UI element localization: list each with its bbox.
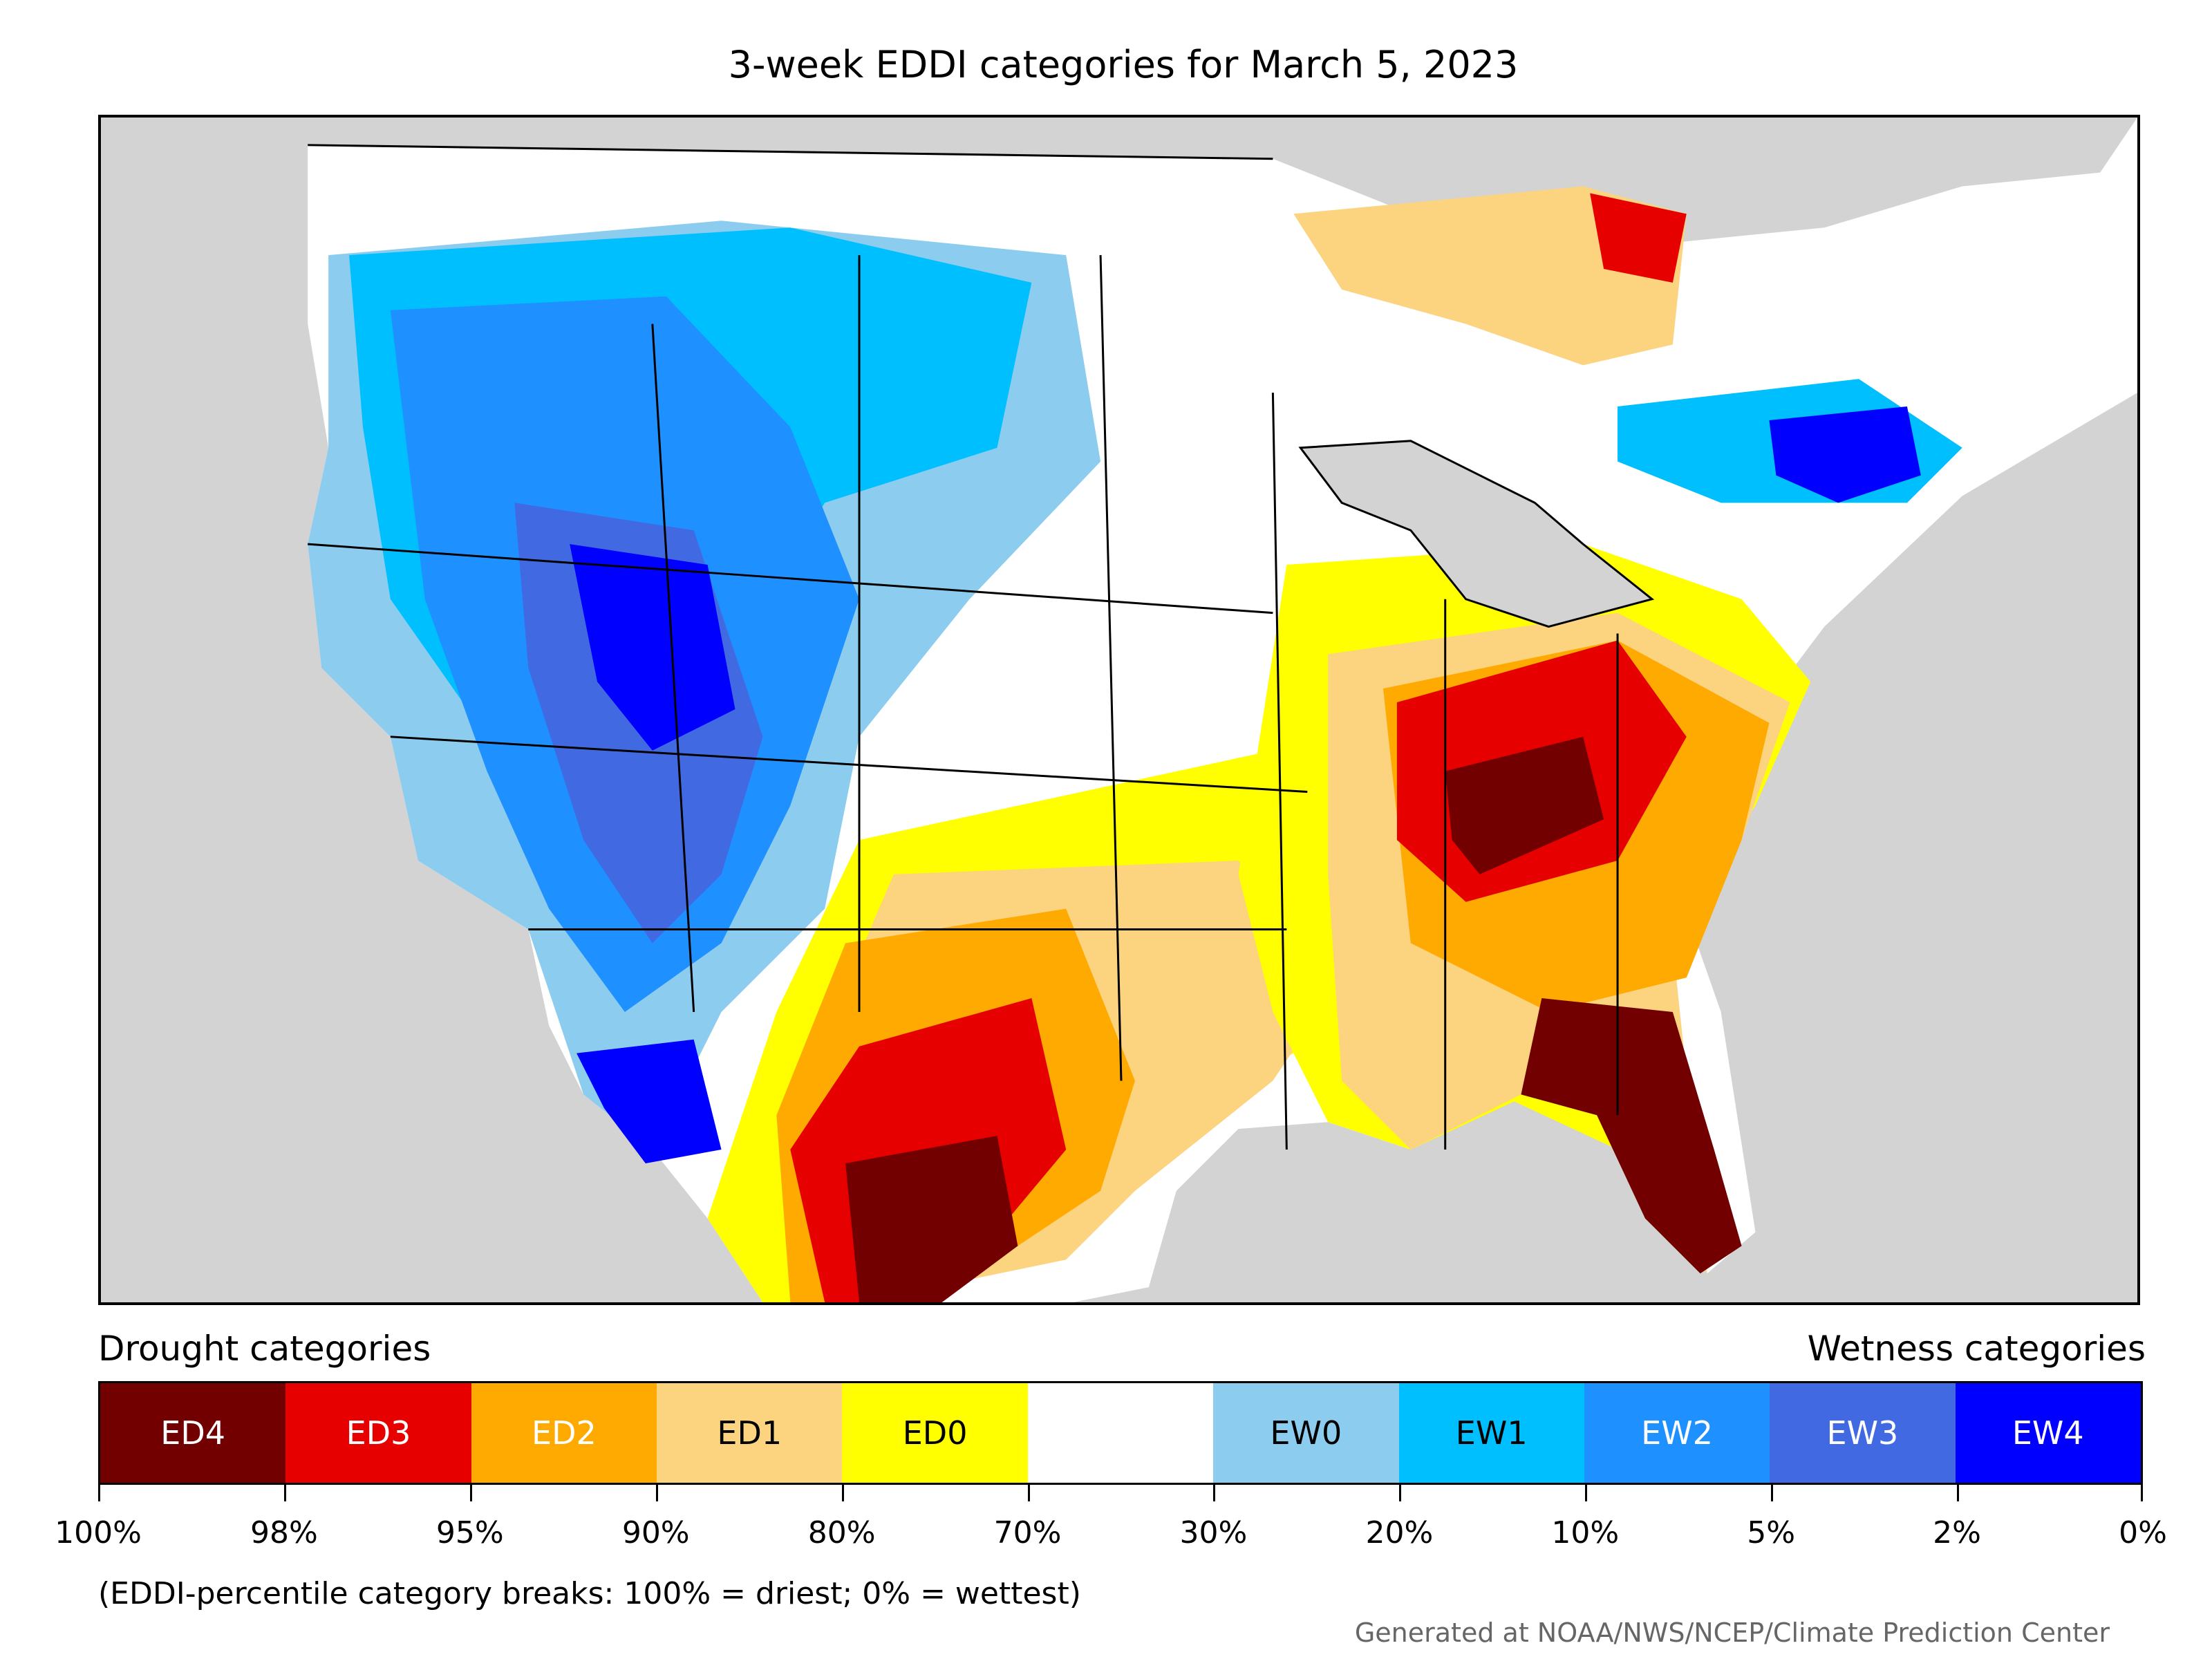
great-lakes	[1298, 440, 1655, 628]
credit-line: Generated at NOAA/NWS/NCEP/Climate Predi…	[1354, 1618, 2110, 1648]
colorbar-segment-ew4: EW4	[1955, 1383, 2141, 1483]
colorbar-segment-ew0: EW0	[1213, 1383, 1399, 1483]
colorbar-tick-label: 20%	[1365, 1515, 1434, 1550]
colorbar-segment-ew3: EW3	[1770, 1383, 1956, 1483]
colorbar-tick	[469, 1483, 472, 1501]
colorbar-tick	[283, 1483, 286, 1501]
colorbar-tick-label: 98%	[250, 1515, 318, 1550]
eddi-map-canvas	[308, 118, 2137, 1302]
colorbar-tick-label: 0%	[2119, 1515, 2167, 1550]
colorbar-tick	[1957, 1483, 1960, 1501]
colorbar-tick-label: 30%	[1179, 1515, 1248, 1550]
sw-wet-ew4	[577, 1039, 722, 1163]
colorbar-segment-ed0: ED0	[842, 1383, 1028, 1483]
colorbar-tick-label: 95%	[435, 1515, 504, 1550]
quebec-ed3	[1590, 193, 1687, 283]
west-wet-ew4	[570, 544, 735, 751]
colorbar-tick	[1771, 1483, 1774, 1501]
map-title: 3-week EDDI categories for March 5, 2023	[728, 43, 1519, 86]
colorbar-tick-label: 10%	[1551, 1515, 1620, 1550]
wetness-categories-heading: Wetness categories	[1807, 1329, 2146, 1369]
texas-ed4	[845, 1136, 1018, 1302]
colorbar-tick-label: 5%	[1747, 1515, 1796, 1550]
colorbar-tick	[841, 1483, 844, 1501]
colorbar-segment-ew2: EW2	[1584, 1383, 1770, 1483]
ohio-ed4	[1445, 736, 1604, 874]
state-boundaries	[308, 144, 1619, 1150]
category-colorbar: ED4 ED3 ED2 ED1 ED0 EW0 EW1 EW2 EW3 EW4	[98, 1381, 2143, 1485]
colorbar-tick	[98, 1483, 100, 1501]
category-breaks-note: (EDDI-percentile category breaks: 100% =…	[98, 1576, 1081, 1611]
colorbar-ticks	[98, 1483, 2143, 1503]
colorbar-tick-label: 100%	[55, 1515, 142, 1550]
colorbar-segment-ed1: ED1	[657, 1383, 843, 1483]
fl-ed4	[1521, 998, 1742, 1274]
colorbar-segment-ew1: EW1	[1398, 1383, 1584, 1483]
colorbar-tick	[655, 1483, 658, 1501]
colorbar-tick-label: 90%	[621, 1515, 690, 1550]
colorbar-tick-label: 80%	[807, 1515, 876, 1550]
quebec-ed1	[1293, 186, 1687, 366]
colorbar-tick	[1213, 1483, 1216, 1501]
colorbar-tick	[2141, 1483, 2143, 1501]
drought-categories-heading: Drought categories	[98, 1329, 431, 1369]
colorbar-tick	[1399, 1483, 1402, 1501]
colorbar-segment-neutral	[1027, 1383, 1214, 1483]
colorbar-tick-label: 2%	[1933, 1515, 1981, 1550]
colorbar-tick-label: 70%	[993, 1515, 1062, 1550]
colorbar-segment-ed3: ED3	[285, 1383, 471, 1483]
ne-wet-ew4	[1769, 406, 1921, 503]
colorbar-tick	[1585, 1483, 1588, 1501]
colorbar-segment-ed2: ED2	[471, 1383, 657, 1483]
eddi-map	[98, 115, 2140, 1305]
colorbar-tick	[1027, 1483, 1030, 1501]
colorbar-segment-ed4: ED4	[100, 1383, 286, 1483]
